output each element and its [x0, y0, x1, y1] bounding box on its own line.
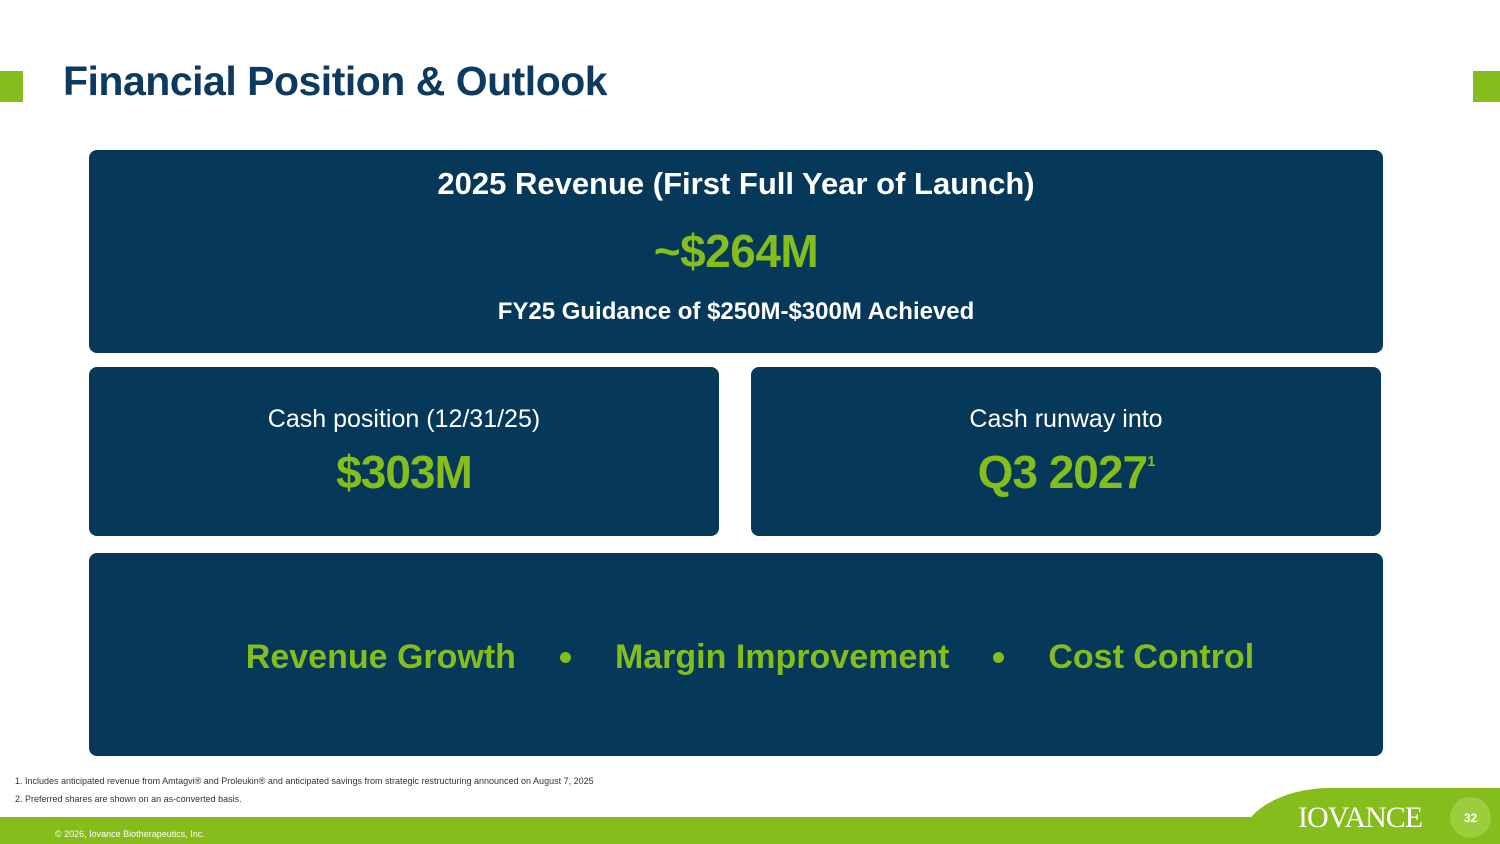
pillar-cost-control: Cost Control	[1048, 638, 1255, 676]
copyright: © 2026, Iovance Biotherapeutics, Inc.	[55, 829, 205, 839]
company-logo: IOVANCE	[1298, 801, 1423, 834]
pillar-margin-improvement: Margin Improvement	[614, 638, 950, 676]
cash-position-panel: Cash position (12/31/25) $303M	[89, 367, 719, 536]
accent-bar-right	[1473, 71, 1500, 102]
slide-title: Financial Position & Outlook	[63, 58, 608, 104]
cash-runway-value: Q3 2027	[977, 446, 1148, 498]
revenue-guidance: FY25 Guidance of $250M-$300M Achieved	[497, 298, 975, 325]
footer-band	[0, 817, 1500, 844]
revenue-heading: 2025 Revenue (First Full Year of Launch)	[437, 166, 1035, 201]
bullet-dot	[993, 652, 1005, 663]
revenue-value: ~$264M	[653, 225, 819, 277]
pillar-revenue-growth: Revenue Growth	[245, 638, 516, 676]
footnote-2: 2. Preferred shares are shown on an as-c…	[15, 794, 242, 804]
bullet-dot	[559, 652, 571, 663]
page-number: 32	[1450, 797, 1491, 838]
footnote-1: 1. Includes anticipated revenue from Amt…	[15, 776, 594, 786]
strategic-pillars-panel	[89, 553, 1383, 756]
cash-runway-panel: Cash runway into Q3 20271	[751, 367, 1381, 536]
accent-bar-left	[0, 71, 23, 102]
cash-position-value: $303M	[336, 446, 473, 498]
cash-position-label: Cash position (12/31/25)	[267, 405, 541, 433]
strategic-pillars: Revenue Growth Margin Improvement Cost C…	[0, 638, 1500, 677]
cash-runway-value-line: Q3 20271	[751, 445, 1381, 499]
revenue-panel: 2025 Revenue (First Full Year of Launch)…	[89, 150, 1383, 353]
cash-runway-label: Cash runway into	[969, 405, 1163, 433]
footnote-marker: 1	[1147, 452, 1155, 470]
